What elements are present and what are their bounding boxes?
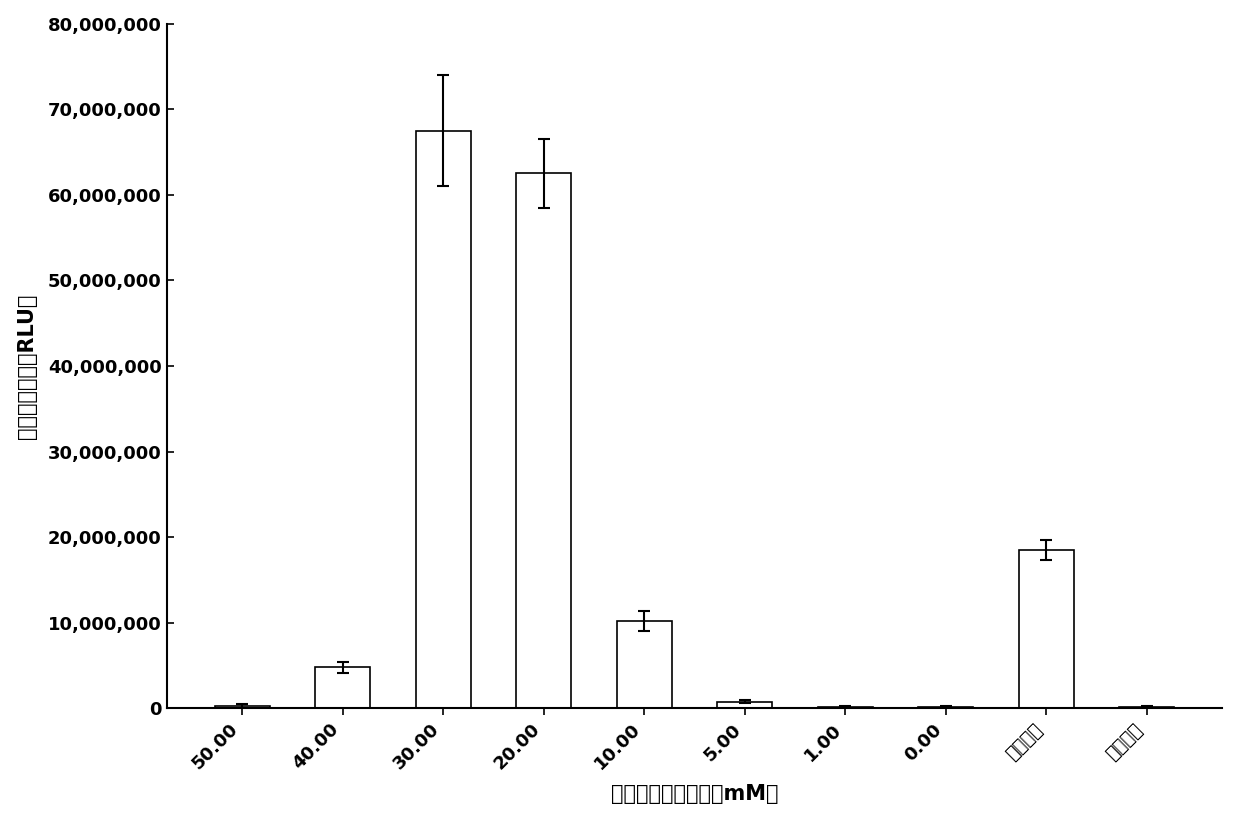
Bar [918, 707, 974, 709]
Bar [717, 702, 772, 709]
Bar [1119, 707, 1175, 709]
Bar [415, 131, 471, 709]
Bar [515, 173, 571, 709]
Y-axis label: 相对光单位值（RLU）: 相对光单位值（RLU） [16, 293, 37, 438]
Bar [315, 667, 370, 709]
X-axis label: 不同的磷酸馔浓度（mM）: 不同的磷酸馔浓度（mM） [611, 784, 778, 805]
Bar [818, 707, 872, 709]
Bar [214, 706, 270, 709]
Bar [617, 621, 672, 709]
Bar [1018, 550, 1074, 709]
